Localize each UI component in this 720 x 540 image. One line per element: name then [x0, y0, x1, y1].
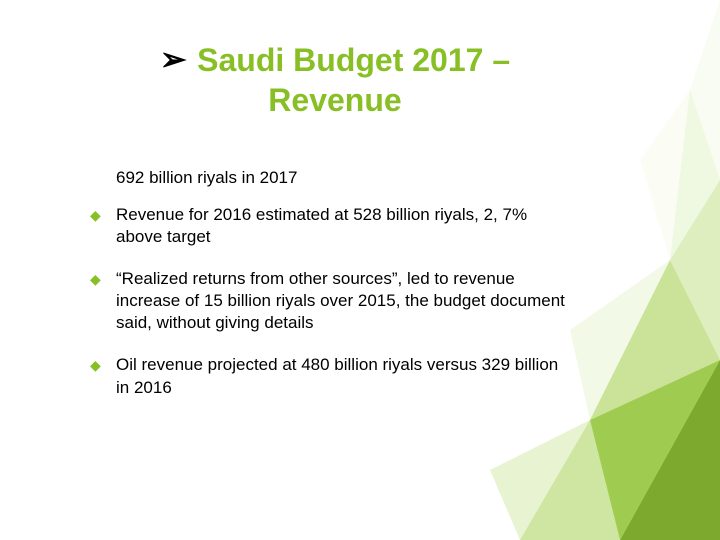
list-item: “Realized returns from other sources”, l…	[90, 268, 570, 334]
list-item: Revenue for 2016 estimated at 528 billio…	[90, 204, 570, 248]
slide-title: ➢ Saudi Budget 2017 – Revenue	[90, 40, 580, 120]
bullet-list: Revenue for 2016 estimated at 528 billio…	[90, 204, 570, 419]
title-text: Saudi Budget 2017 – Revenue	[197, 42, 510, 118]
subtitle-text: 692 billion riyals in 2017	[116, 168, 297, 188]
list-item: Oil revenue projected at 480 billion riy…	[90, 354, 570, 398]
slide: ➢ Saudi Budget 2017 – Revenue 692 billio…	[0, 0, 720, 540]
title-arrow-icon: ➢	[160, 40, 187, 78]
